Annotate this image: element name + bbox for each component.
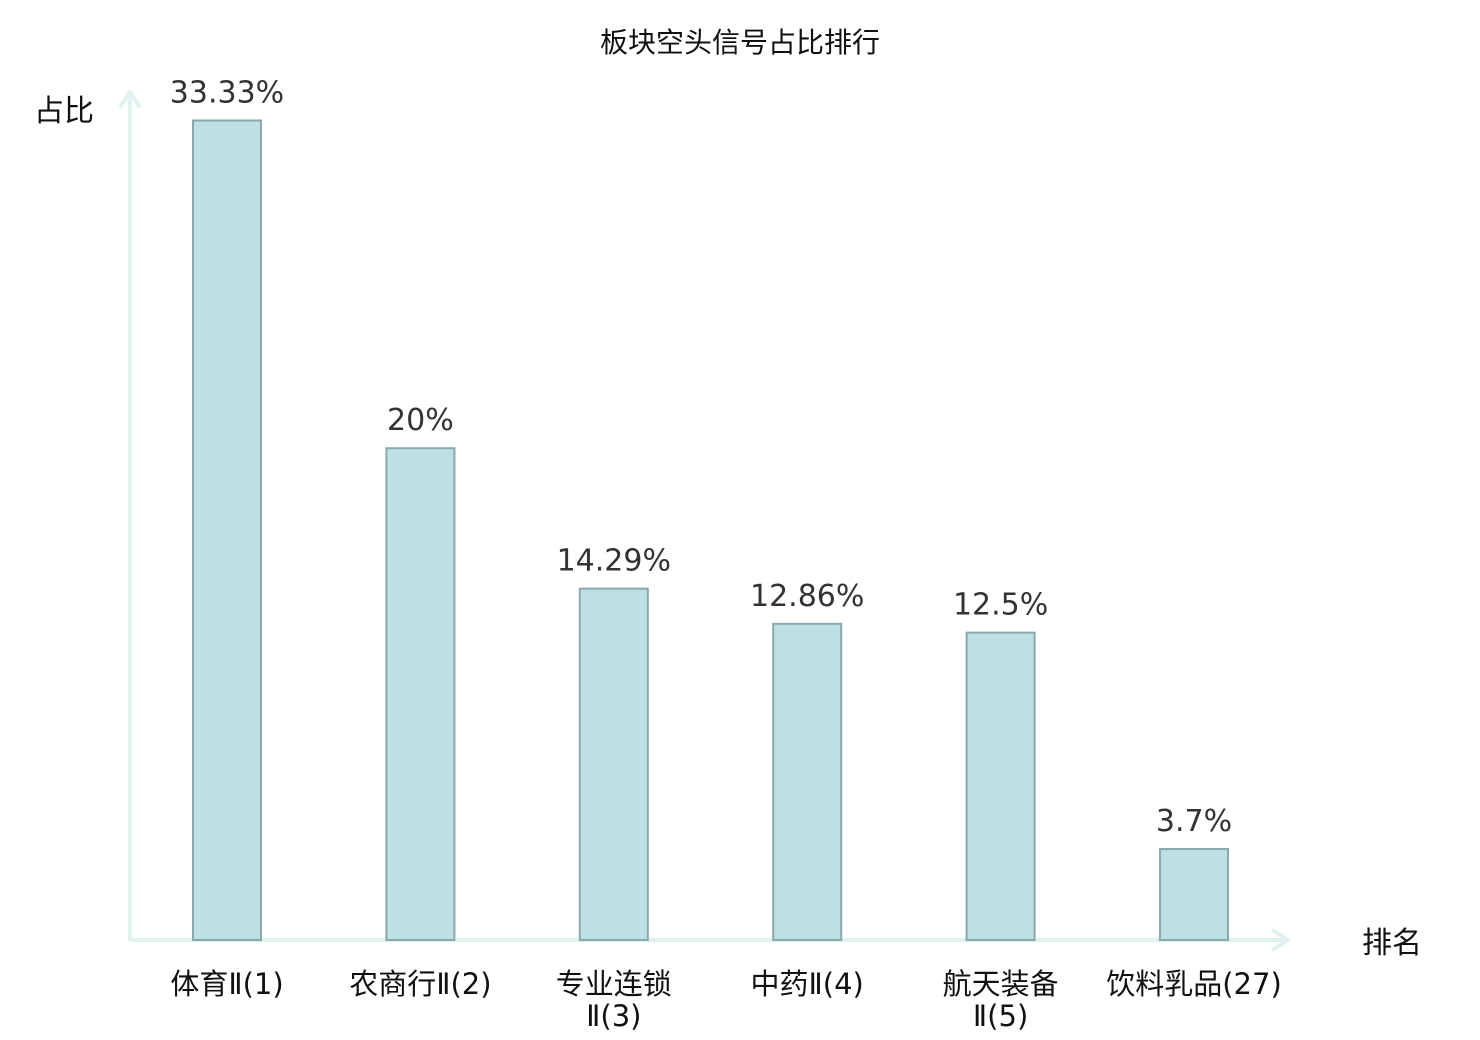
x-tick-label: Ⅱ(3) xyxy=(586,999,641,1033)
bar-value-label: 12.86% xyxy=(750,579,864,614)
x-tick-label: 航天装备 xyxy=(943,967,1059,1001)
x-tick-label: 农商行Ⅱ(2) xyxy=(349,967,491,1001)
bar-value-label: 20% xyxy=(387,403,454,438)
bar xyxy=(192,119,262,941)
bars-layer xyxy=(192,119,1229,942)
bar xyxy=(1159,848,1229,942)
bar-value-label: 3.7% xyxy=(1156,804,1232,839)
bar-value-label: 33.33% xyxy=(170,75,284,110)
bar-value-label: 12.5% xyxy=(953,588,1048,623)
x-tick-label: 中药Ⅱ(4) xyxy=(751,967,864,1001)
x-tick-label: 饮料乳品(27) xyxy=(1106,967,1282,1001)
bar xyxy=(965,631,1036,941)
bar xyxy=(578,587,649,941)
bar xyxy=(772,622,843,941)
x-tick-label: Ⅱ(5) xyxy=(973,999,1028,1033)
y-axis-label: 占比 xyxy=(34,94,94,129)
bar xyxy=(385,447,456,941)
x-tick-label: 专业连锁 xyxy=(556,967,672,1001)
y-axis-line xyxy=(119,90,141,942)
x-axis-line xyxy=(128,929,1290,951)
bar-value-label: 14.29% xyxy=(557,544,671,579)
chart-title: 板块空头信号占比排行 xyxy=(600,26,880,59)
x-axis-label: 排名 xyxy=(1362,926,1422,961)
x-tick-label: 体育Ⅱ(1) xyxy=(170,967,283,1001)
